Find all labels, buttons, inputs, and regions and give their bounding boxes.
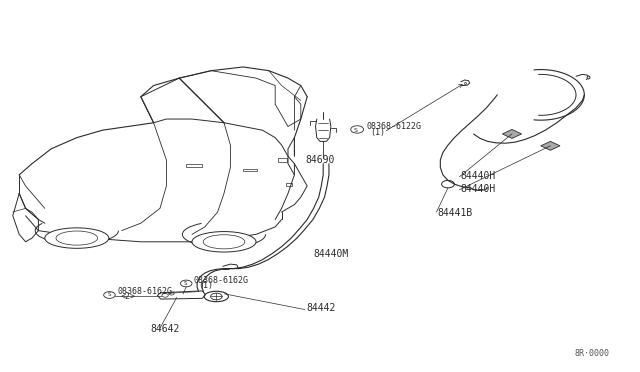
- Ellipse shape: [56, 231, 98, 245]
- Text: 84440H: 84440H: [461, 170, 496, 180]
- Text: 08368-6162G: 08368-6162G: [117, 287, 172, 296]
- Text: 84441B: 84441B: [437, 208, 472, 218]
- Ellipse shape: [45, 228, 109, 248]
- Text: 84642: 84642: [150, 324, 180, 334]
- Ellipse shape: [192, 231, 256, 252]
- Text: 08368-6122G: 08368-6122G: [366, 122, 421, 131]
- Text: (1): (1): [370, 128, 385, 137]
- Text: S: S: [184, 281, 188, 286]
- Text: (1): (1): [198, 281, 212, 290]
- Text: <2>: <2>: [121, 292, 136, 301]
- Text: 84442: 84442: [306, 303, 335, 313]
- Text: S: S: [354, 128, 358, 133]
- Text: 84440H: 84440H: [461, 183, 496, 193]
- Text: S: S: [108, 292, 111, 298]
- Polygon shape: [541, 141, 560, 150]
- Bar: [186, 164, 202, 167]
- Ellipse shape: [204, 235, 245, 249]
- Text: 84690: 84690: [305, 155, 335, 165]
- Bar: [243, 169, 257, 171]
- Text: 8R·0000: 8R·0000: [574, 349, 609, 358]
- Text: 84440M: 84440M: [314, 249, 349, 259]
- Polygon shape: [502, 129, 522, 138]
- Text: 08368-6162G: 08368-6162G: [194, 276, 249, 285]
- Ellipse shape: [204, 291, 228, 302]
- Bar: [286, 183, 292, 186]
- Bar: [278, 158, 287, 162]
